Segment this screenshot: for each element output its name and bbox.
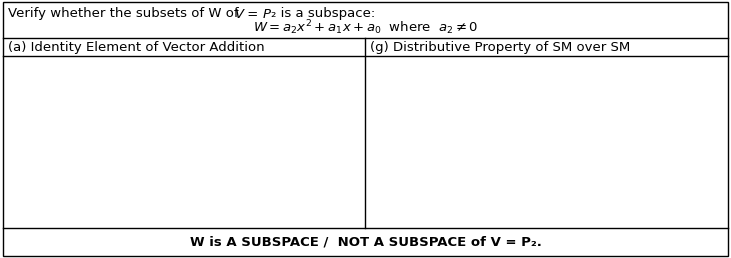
Text: W is A SUBSPACE /  NOT A SUBSPACE of V = P₂.: W is A SUBSPACE / NOT A SUBSPACE of V = … (189, 236, 542, 248)
Text: ₂ is a subspace:: ₂ is a subspace: (271, 7, 375, 20)
Text: (g) Distributive Property of SM over SM: (g) Distributive Property of SM over SM (370, 41, 630, 53)
Text: $W = a_2x^2 + a_1x + a_0$  where  $a_2 \neq 0$: $W = a_2x^2 + a_1x + a_0$ where $a_2 \ne… (253, 19, 478, 37)
Text: V: V (235, 7, 244, 20)
Text: (a) Identity Element of Vector Addition: (a) Identity Element of Vector Addition (8, 41, 265, 53)
Text: P: P (263, 7, 271, 20)
Text: Verify whether the subsets of W of: Verify whether the subsets of W of (8, 7, 243, 20)
Text: =: = (243, 7, 262, 20)
